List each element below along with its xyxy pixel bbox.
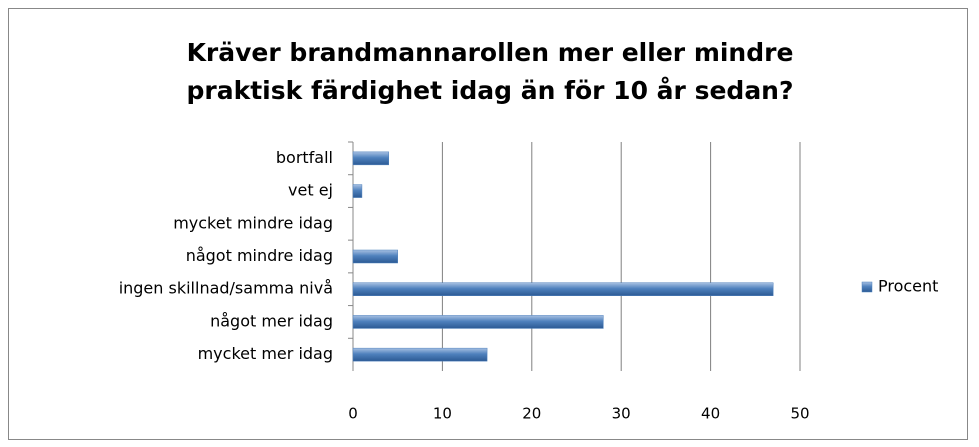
bar (352, 151, 390, 166)
legend-label: Procent (878, 277, 938, 296)
x-tick-label: 40 (701, 405, 720, 423)
y-tick-label: något mer idag (210, 311, 333, 330)
y-tick-label: mycket mer idag (198, 344, 333, 363)
chart-title: Kräver brandmannarollen mer eller mindre… (186, 38, 794, 105)
bar (352, 315, 604, 329)
y-tick-label: vet ej (288, 181, 333, 200)
y-tick-label: bortfall (276, 148, 333, 167)
y-tick-label: mycket mindre idag (173, 213, 333, 232)
y-tick-label: något mindre idag (186, 246, 333, 265)
legend-swatch (861, 281, 873, 293)
x-tick-label: 10 (433, 405, 452, 423)
chart-frame (8, 8, 968, 440)
y-tick-label: ingen skillnad/samma nivå (119, 279, 333, 298)
x-tick-label: 30 (612, 405, 631, 423)
bar (352, 249, 398, 264)
x-tick-label: 0 (348, 405, 358, 423)
bar (352, 347, 488, 362)
x-tick-label: 20 (522, 405, 541, 423)
bar (352, 184, 363, 198)
bar (352, 282, 774, 296)
x-tick-label: 50 (790, 405, 809, 423)
